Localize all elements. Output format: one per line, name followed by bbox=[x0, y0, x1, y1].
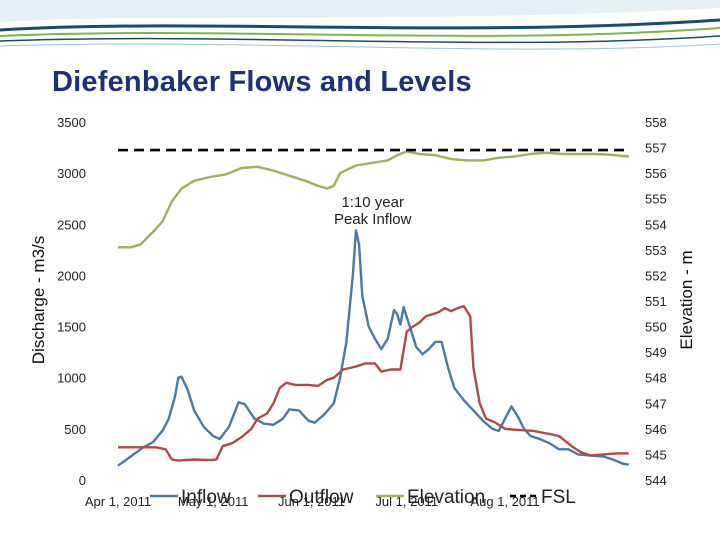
legend-label-outflow: Outflow bbox=[289, 487, 354, 508]
y2-tick-label-544: 544 bbox=[645, 473, 667, 488]
legend-label-inflow: Inflow bbox=[181, 487, 231, 508]
series-line-elevation bbox=[118, 150, 629, 249]
y-tick-label-2000: 2000 bbox=[57, 268, 86, 283]
y-tick-label-1500: 1500 bbox=[57, 320, 86, 335]
header-banner bbox=[0, 0, 720, 50]
y2-tick-label-550: 550 bbox=[645, 320, 667, 335]
y2-tick-label-555: 555 bbox=[645, 192, 667, 207]
x-tick-label: Jul 1, 2011 bbox=[375, 494, 438, 509]
y2-tick-label-545: 545 bbox=[645, 447, 667, 462]
x-tick-label: May 1, 2011 bbox=[178, 494, 249, 509]
y2-tick-label-546: 546 bbox=[645, 422, 667, 437]
y-tick-label-500: 500 bbox=[64, 422, 86, 437]
y2-tick-label-558: 558 bbox=[645, 115, 667, 130]
y-axis-title: Discharge - m3/s bbox=[29, 236, 48, 364]
y-tick-label-0: 0 bbox=[79, 473, 86, 488]
x-tick-label: Apr 1, 2011 bbox=[85, 494, 151, 509]
y-tick-label-2500: 2500 bbox=[57, 217, 86, 232]
y2-axis-title: Elevation - m bbox=[677, 250, 696, 349]
y2-tick-label-553: 553 bbox=[645, 243, 667, 258]
annotation-text: 1:10 year bbox=[341, 194, 404, 211]
y2-tick-label-547: 547 bbox=[645, 396, 667, 411]
y-tick-label-3000: 3000 bbox=[57, 166, 86, 181]
legend-label-elevation: Elevation bbox=[407, 487, 485, 508]
y-tick-label-1000: 1000 bbox=[57, 371, 86, 386]
y2-tick-label-552: 552 bbox=[645, 268, 667, 283]
y2-tick-label-557: 557 bbox=[645, 141, 667, 156]
series-line-inflow bbox=[117, 229, 630, 467]
y-tick-label-3500: 3500 bbox=[57, 115, 86, 130]
page-title: Diefenbaker Flows and Levels bbox=[52, 66, 472, 98]
x-tick-label: Jun 1, 2011 bbox=[278, 494, 345, 509]
series-line-outflow bbox=[118, 304, 629, 462]
y2-tick-label-548: 548 bbox=[645, 371, 667, 386]
y2-tick-label-554: 554 bbox=[645, 217, 667, 232]
y2-tick-label-549: 549 bbox=[645, 345, 667, 360]
y2-tick-label-556: 556 bbox=[645, 166, 667, 181]
annotation-text: Peak Inflow bbox=[334, 211, 412, 228]
x-tick-label: Aug 1, 2011 bbox=[471, 494, 540, 509]
y2-tick-label-551: 551 bbox=[645, 294, 667, 309]
legend-label-fsl: FSL bbox=[541, 487, 576, 508]
